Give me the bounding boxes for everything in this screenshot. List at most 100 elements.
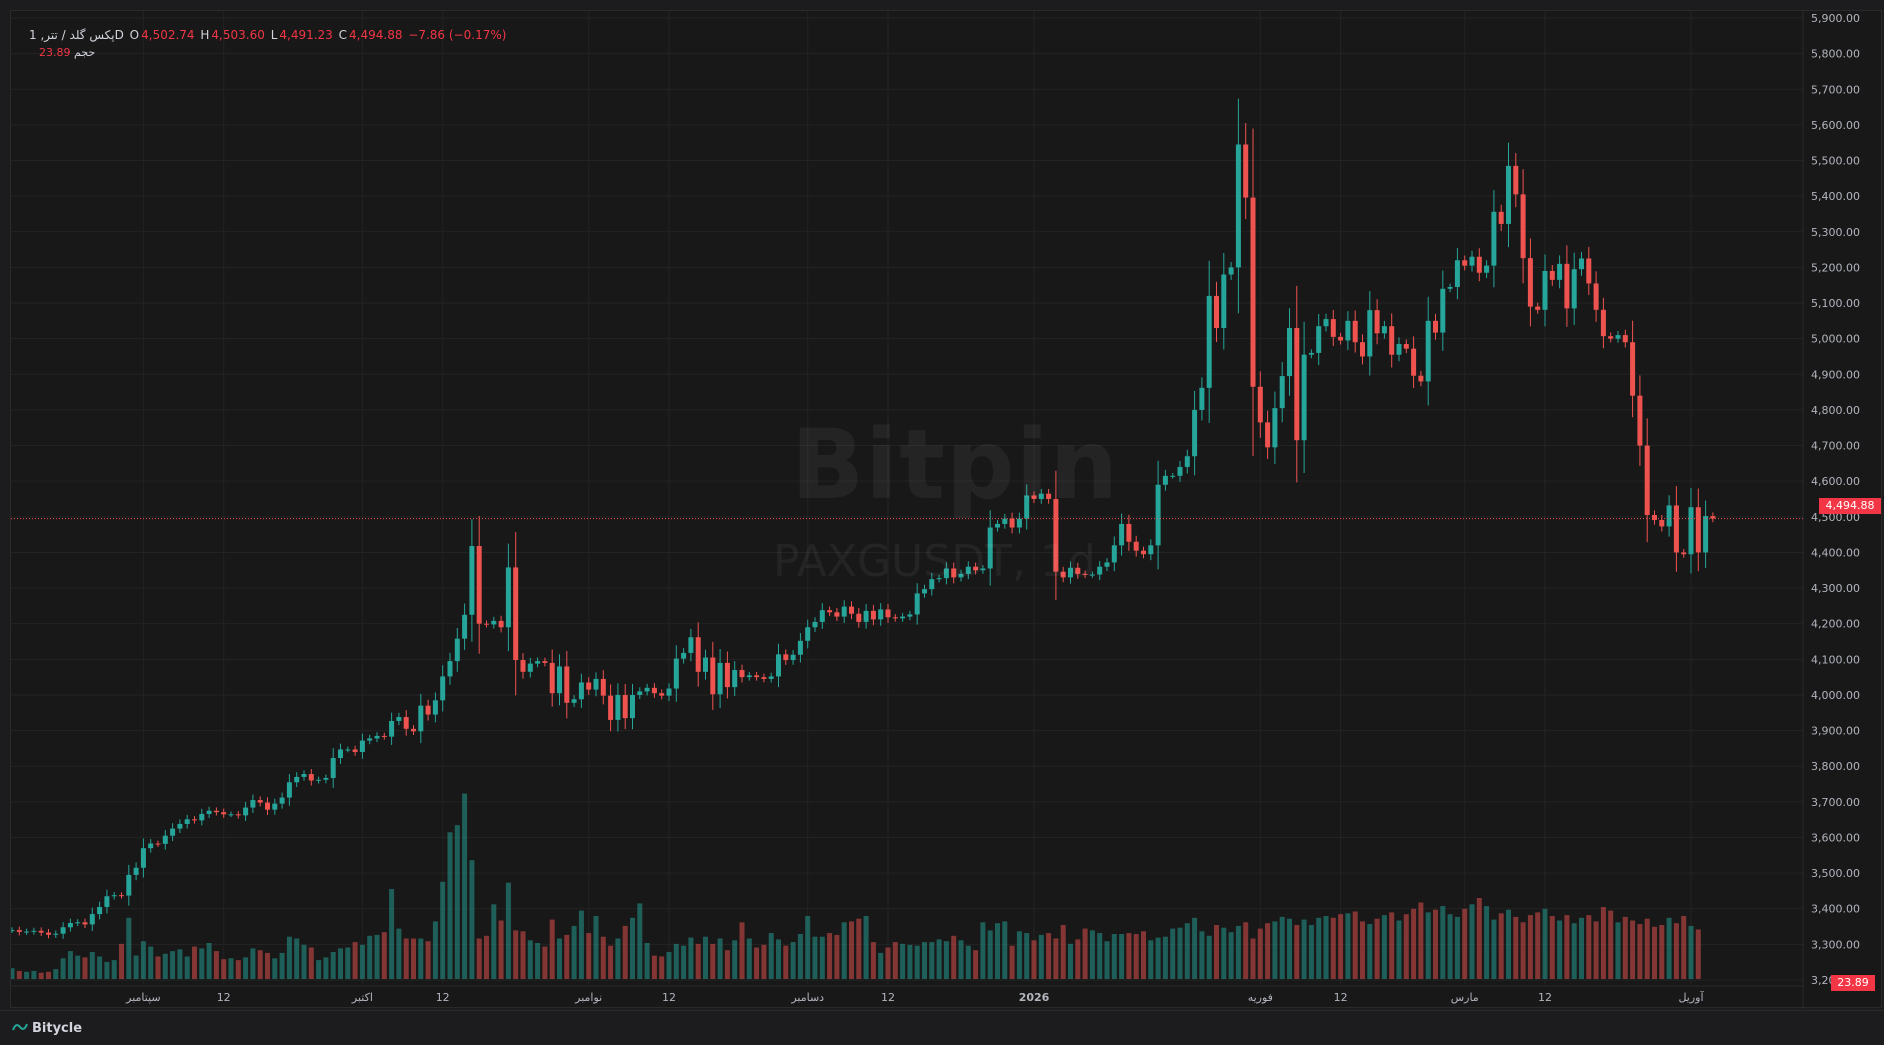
candle-body [1652, 515, 1657, 521]
volume-bar [75, 955, 81, 979]
volume-bar [688, 937, 694, 979]
volume-bar [1243, 922, 1249, 979]
chart-panel[interactable]: 5,900.00 5,800.00 5,700.00 5,600.00 5,500.00… [10, 10, 1883, 1009]
volume-bar [608, 945, 614, 979]
volume-bar [31, 970, 37, 979]
candle-body [162, 835, 168, 844]
volume-bar [812, 936, 818, 979]
volume-bar [498, 920, 504, 979]
candle-body [790, 654, 796, 661]
volume-bar [1126, 933, 1132, 979]
volume-bar [1002, 921, 1008, 979]
candle-body [724, 662, 730, 688]
candle-body [192, 819, 197, 821]
volume-bar [1097, 933, 1103, 979]
candle-body [338, 749, 343, 759]
volume-bar [958, 940, 964, 979]
candle-body [16, 930, 22, 932]
volume-bar [24, 971, 30, 979]
candle-body [1462, 260, 1468, 266]
candle-body [1703, 516, 1709, 553]
volume-bar [484, 935, 489, 979]
watermark-pair: PAXGUSDT, 1d [773, 536, 1096, 587]
x-tick-label: فوریه [1248, 991, 1273, 1004]
candle-body [754, 675, 760, 678]
candle-body [1571, 269, 1577, 309]
candle-body [89, 914, 95, 925]
candle-body [323, 777, 329, 780]
candle-body [1082, 573, 1088, 575]
volume-bar [199, 948, 205, 979]
candle-body [316, 779, 322, 781]
candle-body [330, 758, 336, 778]
volume-bar [681, 945, 687, 979]
footer-bar: Bitycle [0, 1010, 1884, 1045]
candle-body [1250, 197, 1256, 387]
candle-body [1564, 263, 1570, 309]
bitycle-logo-icon [12, 1023, 28, 1031]
y-tick-label: 4,500.00 [1811, 511, 1860, 524]
volume-bar [286, 936, 292, 979]
candle-body [673, 658, 679, 689]
candle-body [892, 617, 898, 619]
volume-bar [67, 951, 73, 979]
volume-bar [1235, 925, 1241, 979]
symbol-label[interactable]: پکس گلد / تتر, 1D [29, 28, 124, 42]
volume-bar [476, 938, 482, 979]
candle-body [943, 568, 949, 579]
volume-bar [1345, 913, 1351, 979]
candle-body [922, 589, 927, 594]
candle-body [1323, 319, 1329, 327]
volume-bar [316, 960, 322, 979]
candle-body [600, 678, 606, 696]
volume-bar [1688, 925, 1694, 979]
volume-bar [1491, 919, 1497, 979]
candle-body [1557, 263, 1563, 280]
candle-body [432, 700, 438, 715]
candle-body [1177, 466, 1183, 476]
candle-body [1016, 518, 1022, 528]
volume-bar [1571, 923, 1577, 979]
candle-body [243, 807, 249, 816]
volume-bar [856, 918, 862, 979]
volume-bar [929, 942, 935, 979]
volume-bar [46, 971, 51, 979]
volume-bar [155, 956, 161, 979]
volume-bar [776, 939, 781, 979]
candle-body [265, 802, 270, 810]
volume-bar [396, 928, 402, 979]
footer-brand[interactable]: Bitycle [12, 1021, 82, 1036]
volume-bar [104, 961, 110, 979]
candle-body [352, 749, 358, 752]
candle-body [695, 637, 701, 672]
volume-bar [301, 944, 307, 979]
candlestick-chart[interactable]: 5,900.00 5,800.00 5,700.00 5,600.00 5,500.00… [11, 11, 1883, 1009]
volume-bar [1418, 902, 1424, 979]
candle-body [294, 776, 300, 783]
x-tick-label: مارس [1451, 991, 1479, 1004]
candle-body [1046, 493, 1052, 499]
candle-body [776, 654, 781, 677]
candle-body [1396, 344, 1402, 355]
low-value: 4,491.23 [279, 28, 333, 42]
volume-bar [695, 943, 701, 979]
volume-bar [1250, 938, 1256, 979]
candle-body [221, 812, 227, 815]
candle-body [301, 774, 307, 777]
volume-bar [1476, 898, 1482, 979]
candle-body [38, 930, 44, 933]
x-tick-label: 12 [662, 991, 676, 1004]
candle-body [637, 691, 643, 695]
x-tick-label: نوامبر [574, 991, 602, 1004]
candle-body [308, 774, 314, 781]
volume-bar [973, 950, 979, 979]
candle-body [411, 728, 416, 732]
volume-bar [907, 944, 913, 979]
candle-body [907, 614, 913, 617]
volume-bar [432, 921, 438, 979]
y-tick-label: 3,700.00 [1811, 796, 1860, 809]
volume-bar [491, 904, 497, 979]
volume-bar [1184, 923, 1190, 979]
candle-body [1615, 335, 1621, 339]
